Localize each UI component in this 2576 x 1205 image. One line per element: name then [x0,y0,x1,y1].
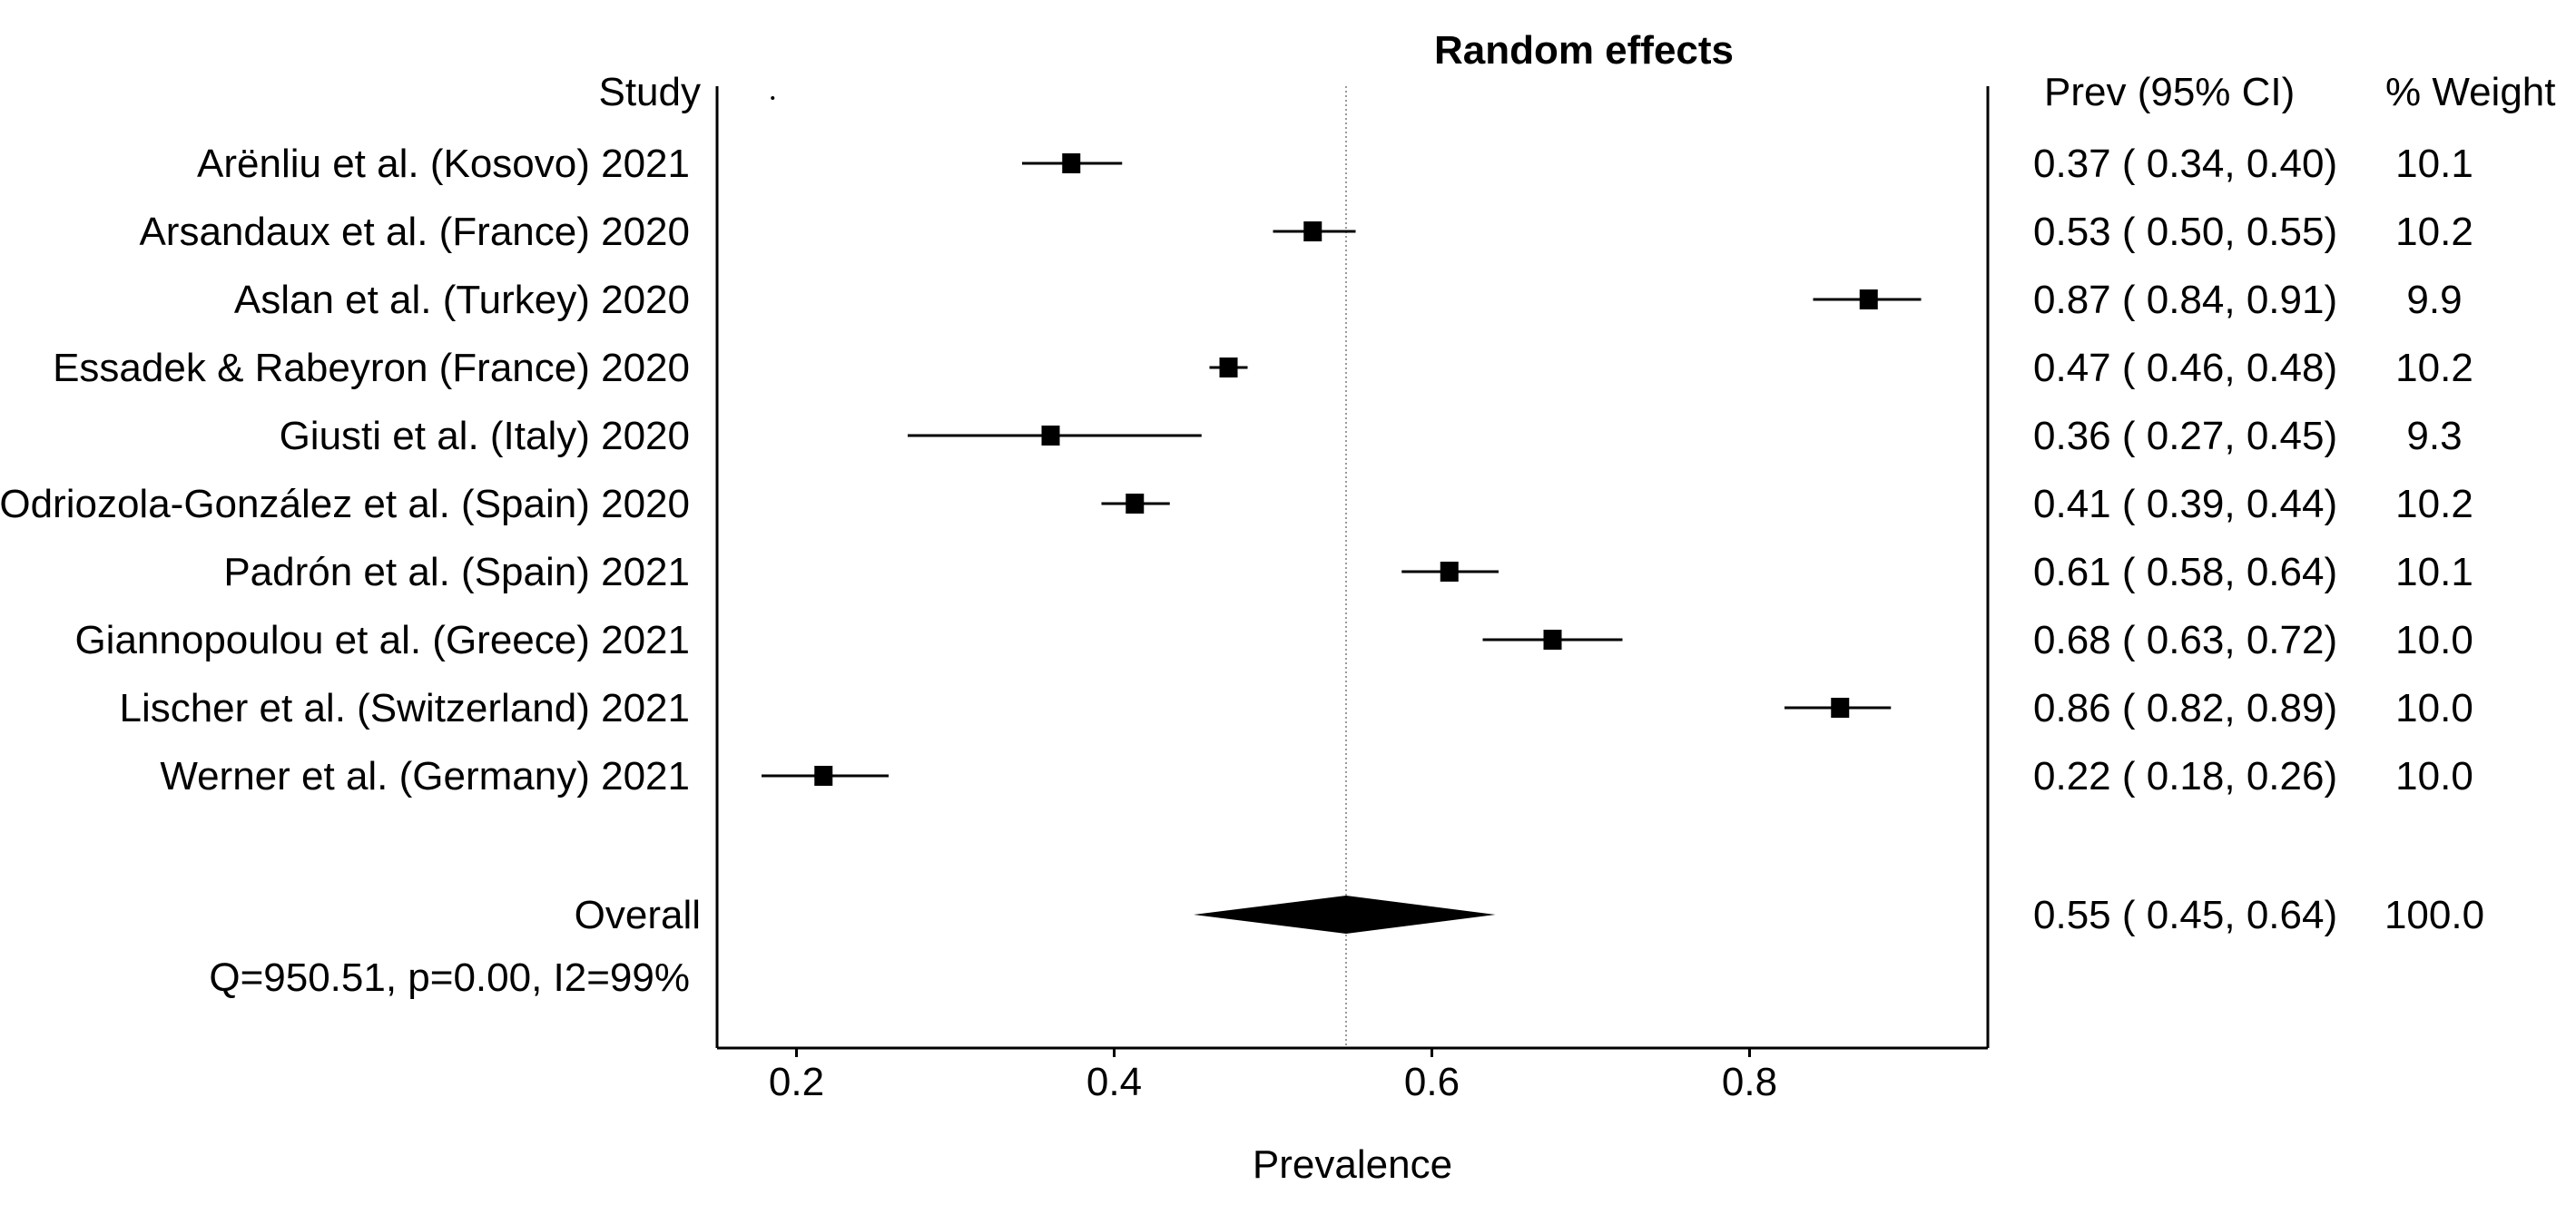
study-weight: 10.0 [2395,686,2473,730]
x-tick-label: 0.4 [1086,1060,1142,1104]
study-weight: 10.0 [2395,754,2473,798]
study-weight: 10.2 [2395,482,2473,526]
study-weight: 9.9 [2406,278,2462,322]
point-estimate-marker [814,766,833,786]
estimate-ci-text: 0.22 ( 0.18, 0.26) [2033,754,2337,798]
point-estimate-marker [1859,289,1878,309]
study-label: Arsandaux et al. (France) 2020 [139,210,690,254]
estimate-ci-text: 0.41 ( 0.39, 0.44) [2033,482,2337,526]
study-label: Arënliu et al. (Kosovo) 2021 [197,142,690,186]
point-estimate-marker [1543,630,1562,650]
estimate-column-header: Prev (95% CI) [2044,70,2295,114]
estimate-ci-text: 0.86 ( 0.82, 0.89) [2033,686,2337,730]
point-estimate-marker [1041,426,1060,446]
x-axis-title: Prevalence [1253,1142,1452,1187]
study-weight: 10.0 [2395,618,2473,662]
x-tick-label: 0.6 [1404,1060,1460,1104]
overall-weight: 100.0 [2384,893,2484,937]
header-marker-dot [771,96,775,100]
estimate-ci-text: 0.87 ( 0.84, 0.91) [2033,278,2337,322]
estimate-ci-text: 0.68 ( 0.63, 0.72) [2033,618,2337,662]
overall-label: Overall [575,893,701,937]
x-tick-label: 0.2 [769,1060,824,1104]
study-label: Werner et al. (Germany) 2021 [160,754,690,798]
study-label: Padrón et al. (Spain) 2021 [223,550,690,594]
study-label: Essadek & Rabeyron (France) 2020 [53,346,690,390]
point-estimate-marker [1440,562,1459,582]
overall-diamond [1194,896,1496,934]
study-weight: 10.2 [2395,346,2473,390]
heterogeneity-statistics: Q=950.51, p=0.00, I2=99% [209,955,690,1000]
weight-column-header: % Weight [2385,70,2556,114]
study-label: Giusti et al. (Italy) 2020 [280,414,690,458]
estimate-ci-text: 0.53 ( 0.50, 0.55) [2033,210,2337,254]
study-weight: 10.1 [2395,142,2473,186]
estimate-ci-text: 0.36 ( 0.27, 0.45) [2033,414,2337,458]
point-estimate-marker [1219,358,1238,377]
point-estimate-marker [1831,698,1850,718]
study-column-header: Study [598,70,701,114]
estimate-ci-text: 0.37 ( 0.34, 0.40) [2033,142,2337,186]
study-weight: 10.1 [2395,550,2473,594]
study-label: Aslan et al. (Turkey) 2020 [234,278,690,322]
study-label: Giannopoulou et al. (Greece) 2021 [74,618,690,662]
study-weight: 10.2 [2395,210,2473,254]
chart-title: Random effects [1434,28,1734,73]
point-estimate-marker [1303,221,1322,241]
point-estimate-marker [1062,153,1081,173]
study-weight: 9.3 [2406,414,2462,458]
estimate-ci-text: 0.61 ( 0.58, 0.64) [2033,550,2337,594]
x-tick-label: 0.8 [1722,1060,1777,1104]
estimate-ci-text: 0.47 ( 0.46, 0.48) [2033,346,2337,390]
overall-estimate-ci-text: 0.55 ( 0.45, 0.64) [2033,893,2337,937]
study-label: Odriozola-González et al. (Spain) 2020 [0,482,690,526]
point-estimate-marker [1126,494,1145,514]
study-label: Lischer et al. (Switzerland) 2021 [119,686,690,730]
